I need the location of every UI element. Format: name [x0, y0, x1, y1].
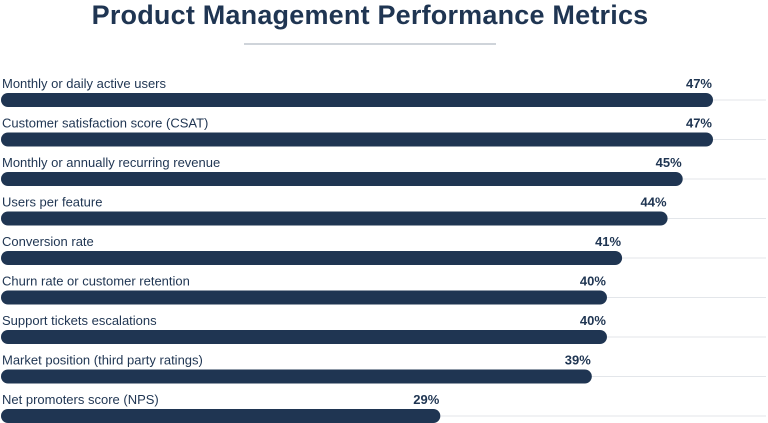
title-divider: [244, 43, 496, 45]
bar-value-label: 44%: [641, 195, 667, 210]
bar-category-label: Monthly or daily active users: [2, 76, 167, 91]
bar: [1, 251, 623, 265]
bar-row: Net promoters score (NPS) 29%: [1, 392, 766, 423]
bar-row: Support tickets escalations 40%: [1, 313, 766, 344]
bar-value-label: 47%: [686, 76, 712, 91]
bar-category-label: Customer satisfaction score (CSAT): [2, 116, 208, 131]
bar-row: Users per feature 44%: [1, 195, 766, 226]
bar-value-label: 29%: [413, 392, 439, 407]
bar-category-label: Support tickets escalations: [2, 313, 157, 328]
bar-value-label: 45%: [656, 155, 682, 170]
bar-row: Conversion rate 41%: [1, 234, 766, 265]
bar-row: Monthly or annually recurring revenue 45%: [1, 155, 766, 186]
bar: [1, 211, 668, 226]
chart-title: Product Management Performance Metrics: [91, 0, 649, 30]
bar-category-label: Net promoters score (NPS): [2, 392, 159, 407]
bar: [1, 132, 713, 147]
bar: [1, 409, 441, 423]
bar-category-label: Conversion rate: [2, 234, 94, 249]
bar: [1, 330, 607, 344]
bar-row: Market position (third party ratings) 39%: [1, 353, 766, 384]
bar-value-label: 39%: [565, 353, 591, 368]
bar-value-label: 40%: [580, 313, 606, 328]
bar-value-label: 47%: [686, 116, 712, 131]
bar-value-label: 40%: [580, 274, 606, 289]
bar-value-label: 41%: [595, 234, 621, 249]
bar-row: Customer satisfaction score (CSAT) 47%: [1, 116, 766, 147]
bar-category-label: Monthly or annually recurring revenue: [2, 155, 220, 170]
bar: [1, 172, 683, 186]
bar: [1, 93, 713, 107]
bar-category-label: Market position (third party ratings): [2, 353, 203, 368]
bar-row: Monthly or daily active users 47%: [1, 76, 766, 107]
bar: [1, 290, 607, 305]
bar-category-label: Churn rate or customer retention: [2, 274, 190, 289]
bar-row: Churn rate or customer retention 40%: [1, 274, 766, 305]
bar: [1, 369, 592, 384]
bar-category-label: Users per feature: [2, 195, 102, 210]
